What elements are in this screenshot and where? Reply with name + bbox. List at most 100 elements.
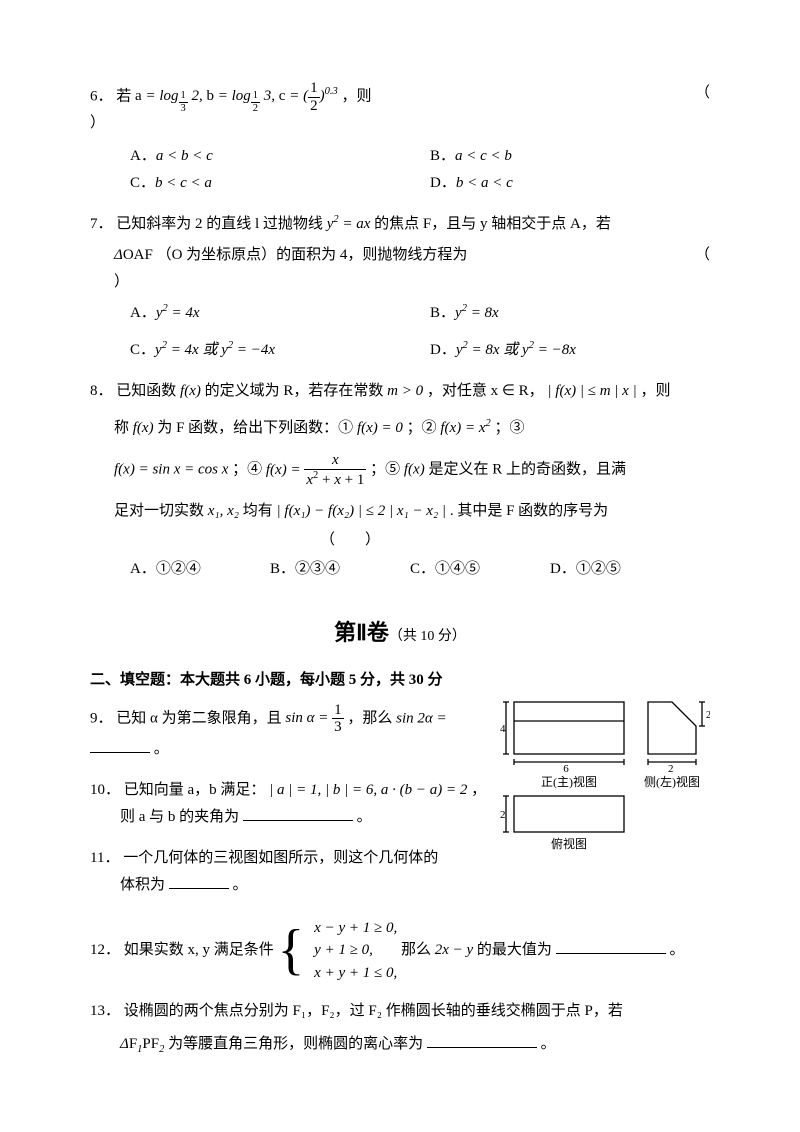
q8-fx2: f(x) [133,420,154,436]
q7-A: y2 = 4x [156,305,200,321]
q8-l2c: ；② [407,420,441,436]
q12-c2: y + 1 ≥ 0, [308,939,397,962]
q13-b: ΔF1PF2 [120,1036,164,1052]
q11-blank [169,872,229,889]
q6-B-label: B． [430,148,455,164]
q13-c: 为等腰直角三角形，则椭圆的离心率为 [168,1036,423,1052]
q8-l2b: 为 F 函数，给出下列函数：① [157,420,357,436]
q8-options: A．①②④ B．②③④ C．①④⑤ D．①②⑤ [130,556,710,583]
q10-end: 。 [357,809,372,825]
q8-D-label: D． [550,561,576,577]
question-11: 11． 一个几何体的三视图如图所示，则这个几何体的 体积为 。 [90,845,710,899]
q7-line2b: （O 为坐标原点）的面积为 4，则抛物线方程为 [157,247,468,263]
fig-dim-2b: 2 [668,763,674,775]
q8-l1d: | f(x) | ≤ m | x | [547,383,636,399]
question-6: 6． 若 a = log13 2, b = log12 3, c = (12)0… [90,80,710,197]
question-7: 7． 已知斜率为 2 的直线 l 过抛物线 y2 = ax 的焦点 F，且与 y… [90,211,710,364]
question-10: 10． 已知向量 a，b 满足： | a | = 1, | b | = 6, a… [90,777,710,831]
q7-A-label: A． [130,305,156,321]
q8-D: ①②⑤ [576,561,621,577]
q8-ineq: | f(x₁) − f(x₂) | ≤ 2 | x₁ − x₂ | [277,503,447,519]
q8-num: 8． [90,383,113,399]
q9-blank [90,736,150,753]
q11-num: 11． [90,850,119,866]
q10-a: 已知向量 a，b 满足： [124,782,266,798]
q6-paren-open: （ [695,80,710,107]
q9-t: sin 2α = [396,710,447,726]
q6-A: a < b < c [156,148,213,164]
q8-C-label: C． [410,561,435,577]
q12-end: 。 [669,942,684,958]
q6-options: A．a < b < c B．a < c < b C．b < c < a D．b … [130,143,710,197]
q11-b: 体积为 [120,877,165,893]
q10-num: 10． [90,782,120,798]
q8-l2d: ；③ [495,420,525,436]
q12-system: x − y + 1 ≥ 0, y + 1 ≥ 0, x + y + 1 ≤ 0, [308,917,397,985]
question-12: 12． 如果实数 x, y 满足条件 { x − y + 1 ≥ 0, y + … [90,917,710,985]
q6-A-label: A． [130,148,156,164]
q7-C: y2 = 4x 或 y2 = −4x [155,342,275,358]
q13-a: 设椭圆的两个焦点分别为 F₁，F₂，过 F₂ 作椭圆长轴的垂线交椭圆于点 P，若 [124,1003,623,1019]
q7-B: y2 = 8x [455,305,499,321]
section-2-title: 第Ⅱ卷（共 10 分） [90,613,710,653]
q7-options: A．y2 = 4x B．y2 = 8x C．y2 = 4x 或 y2 = −4x… [130,300,710,364]
q6-math: a = log13 2, b = log12 3, c = (12)0.3 [135,88,341,104]
q12-c: 的最大值为 [477,942,552,958]
q8-A: ①②④ [156,561,201,577]
q11-a: 一个几何体的三视图如图所示，则这个几何体的 [123,850,438,866]
question-8: 8． 已知函数 f(x) 的定义域为 R，若存在常数 m > 0 ，对任意 x … [90,378,710,583]
q12-a: 如果实数 x, y 满足条件 [124,942,278,958]
q8-l4a: 足对一切实数 [114,503,208,519]
q12-b: 那么 [401,942,435,958]
q6-stem-post: ，则 [341,88,371,104]
brace-icon: { [278,922,305,978]
q8-f3: f(x) = sin x = cos x [114,462,228,478]
q8-B: ②③④ [295,561,340,577]
q6-D-label: D． [430,175,456,191]
question-9: 9． 已知 α 为第二象限角，且 sin α = 13 ，那么 sin 2α =… [90,702,710,763]
question-13: 13． 设椭圆的两个焦点分别为 F₁，F₂，过 F₂ 作椭圆长轴的垂线交椭圆于点… [90,998,710,1060]
q8-f4: f(x) = xx2 + x + 1 [266,462,366,478]
q7-line1a: 已知斜率为 2 的直线 l 过抛物线 [116,216,326,232]
q8-l2a: 称 [114,420,133,436]
q13-num: 13． [90,1003,120,1019]
q8-l4b: 均有 [243,503,277,519]
q8-l3d: 是定义在 R 上的奇函数，且满 [428,462,626,478]
q7-D: y2 = 8x 或 y2 = −8x [456,342,576,358]
q8-l1e: ，则 [640,383,670,399]
q6-num: 6． [90,88,113,104]
q7-math1: y2 = ax [327,216,371,232]
q8-fx3: f(x) [404,462,425,478]
q8-l1a: 已知函数 [116,383,180,399]
q9-num: 9． [90,710,113,726]
q6-stem-pre: 若 [116,88,135,104]
q8-l1c: ，对任意 x ∈ R， [427,383,544,399]
q12-blank [556,937,666,954]
q8-l3b: ；④ [232,462,266,478]
q6-C-label: C． [130,175,155,191]
q8-C: ①④⑤ [435,561,480,577]
q9-eq: sin α = 13 [285,710,343,726]
q8-f2: f(x) = x2 [440,420,490,436]
fig-dim-6: 6 [563,763,569,775]
q8-fx: f(x) [180,383,201,399]
q8-paren: （ ） [0,527,710,554]
q9-b: ，那么 [347,710,396,726]
q8-l1b: 的定义域为 R，若存在常数 [205,383,388,399]
q8-x12: x₁, x₂ [208,503,239,519]
q7-num: 7． [90,216,113,232]
q13-end: 。 [541,1036,556,1052]
q12-c3: x + y + 1 ≤ 0, [308,962,397,985]
q12-num: 12． [90,942,120,958]
section-2-main: 第Ⅱ卷 [334,620,389,645]
q10-b: ， [471,782,486,798]
q7-paren-close: ） [114,269,710,296]
section-2-sub: （共 10 分） [389,629,466,644]
q8-A-label: A． [130,561,156,577]
q12-t: 2x − y [435,942,473,958]
q8-f1: f(x) = 0 [357,420,403,436]
q7-D-label: D． [430,342,456,358]
q11-end: 。 [233,877,248,893]
q9-a: 已知 α 为第二象限角，且 [116,710,285,726]
q6-D: b < a < c [456,175,513,191]
